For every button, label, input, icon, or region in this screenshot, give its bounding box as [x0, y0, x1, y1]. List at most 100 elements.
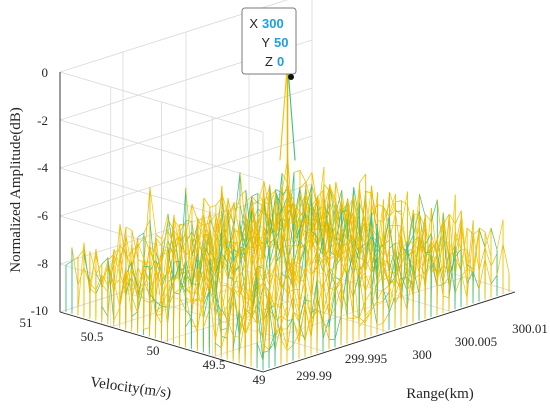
- noise-trace: [233, 196, 241, 222]
- noise-trace: [334, 284, 342, 304]
- noise-trace: [203, 197, 211, 208]
- noise-trace: [280, 323, 288, 349]
- noise-trace: [232, 284, 240, 327]
- noise-trace: [233, 242, 240, 279]
- noise-trace: [221, 186, 229, 261]
- noise-trace: [406, 245, 414, 278]
- noise-trace: [263, 190, 270, 244]
- noise-trace: [382, 275, 390, 281]
- noise-trace: [197, 214, 205, 245]
- noise-trace: [364, 273, 372, 293]
- noise-trace: [131, 267, 139, 301]
- noise-trace: [149, 245, 157, 272]
- noise-trace: [334, 287, 342, 309]
- noise-trace: [274, 272, 282, 308]
- noise-trace: [137, 242, 145, 260]
- noise-trace: [287, 202, 294, 219]
- noise-trace: [382, 265, 390, 285]
- noise-trace: [107, 254, 115, 261]
- noise-trace: [418, 216, 426, 275]
- noise-trace: [137, 232, 145, 238]
- velocity-tick-label: 50.5: [81, 329, 104, 344]
- noise-trace: [251, 209, 258, 229]
- noise-trace: [191, 299, 198, 305]
- noise-trace: [161, 230, 169, 246]
- noise-trace: [155, 306, 162, 312]
- noise-trace: [155, 301, 162, 307]
- noise-trace: [131, 295, 139, 314]
- noise-trace: [149, 237, 157, 275]
- noise-trace: [329, 242, 336, 249]
- noise-trace: [329, 203, 336, 261]
- range-axis-label: Range(km): [406, 386, 473, 402]
- noise-trace: [149, 246, 157, 252]
- noise-trace: [364, 239, 372, 254]
- noise-trace: [238, 275, 246, 298]
- noise-trace: [329, 265, 336, 272]
- noise-trace: [233, 242, 240, 248]
- noise-trace: [221, 228, 228, 257]
- noise-trace: [125, 226, 133, 231]
- peak-spike-side: [279, 61, 289, 161]
- noise-trace: [238, 309, 246, 336]
- noise-trace: [137, 266, 144, 305]
- noise-trace: [281, 188, 288, 197]
- noise-trace: [185, 271, 192, 284]
- noise-trace: [287, 244, 294, 247]
- noise-trace: [377, 300, 384, 304]
- noise-trace: [298, 294, 306, 324]
- noise-trace: [149, 264, 156, 328]
- noise-trace: [161, 278, 168, 325]
- noise-trace: [221, 204, 229, 217]
- noise-trace: [280, 283, 288, 293]
- noise-trace: [280, 339, 288, 351]
- noise-trace: [472, 271, 480, 290]
- noise-trace: [454, 220, 462, 278]
- noise-trace: [305, 211, 312, 238]
- noise-trace: [310, 232, 318, 268]
- noise-trace: [388, 275, 396, 287]
- noise-trace: [299, 211, 307, 221]
- datatip-x-value: 300: [262, 16, 284, 31]
- noise-trace: [161, 291, 168, 307]
- noise-trace: [89, 248, 97, 296]
- noise-trace: [370, 234, 378, 273]
- noise-trace: [346, 264, 354, 309]
- noise-trace: [274, 315, 282, 322]
- noise-trace: [179, 274, 186, 295]
- noise-trace: [323, 216, 330, 249]
- noise-trace: [161, 219, 169, 260]
- noise-trace: [412, 266, 420, 295]
- noise-trace: [430, 251, 438, 286]
- noise-trace: [197, 268, 204, 306]
- noise-trace: [281, 212, 288, 246]
- datatip[interactable]: X 300 Y 50 Z 0: [241, 7, 297, 80]
- noise-trace: [358, 273, 366, 316]
- noise-trace: [274, 242, 282, 307]
- noise-trace: [125, 276, 133, 294]
- noise-trace: [221, 253, 228, 272]
- noise-trace: [250, 314, 258, 324]
- noise-trace: [328, 268, 336, 285]
- noise-trace: [179, 259, 186, 279]
- noise-trace: [191, 282, 198, 286]
- noise-trace: [382, 288, 390, 310]
- noise-trace: [269, 205, 276, 244]
- noise-trace: [287, 245, 294, 290]
- noise-trace: [413, 211, 420, 271]
- noise-trace: [263, 246, 270, 285]
- noise-trace: [131, 244, 139, 290]
- noise-trace: [268, 331, 276, 351]
- noise-trace: [311, 195, 318, 238]
- noise-trace: [311, 184, 319, 209]
- noise-trace: [245, 220, 253, 271]
- noise-trace: [394, 259, 402, 290]
- noise-trace: [149, 187, 157, 235]
- noise-trace: [185, 317, 192, 328]
- noise-trace: [388, 262, 396, 280]
- noise-trace: [281, 195, 289, 228]
- noise-trace: [371, 204, 378, 217]
- noise-trace: [407, 241, 414, 244]
- noise-trace: [215, 281, 222, 330]
- noise-trace: [412, 239, 420, 297]
